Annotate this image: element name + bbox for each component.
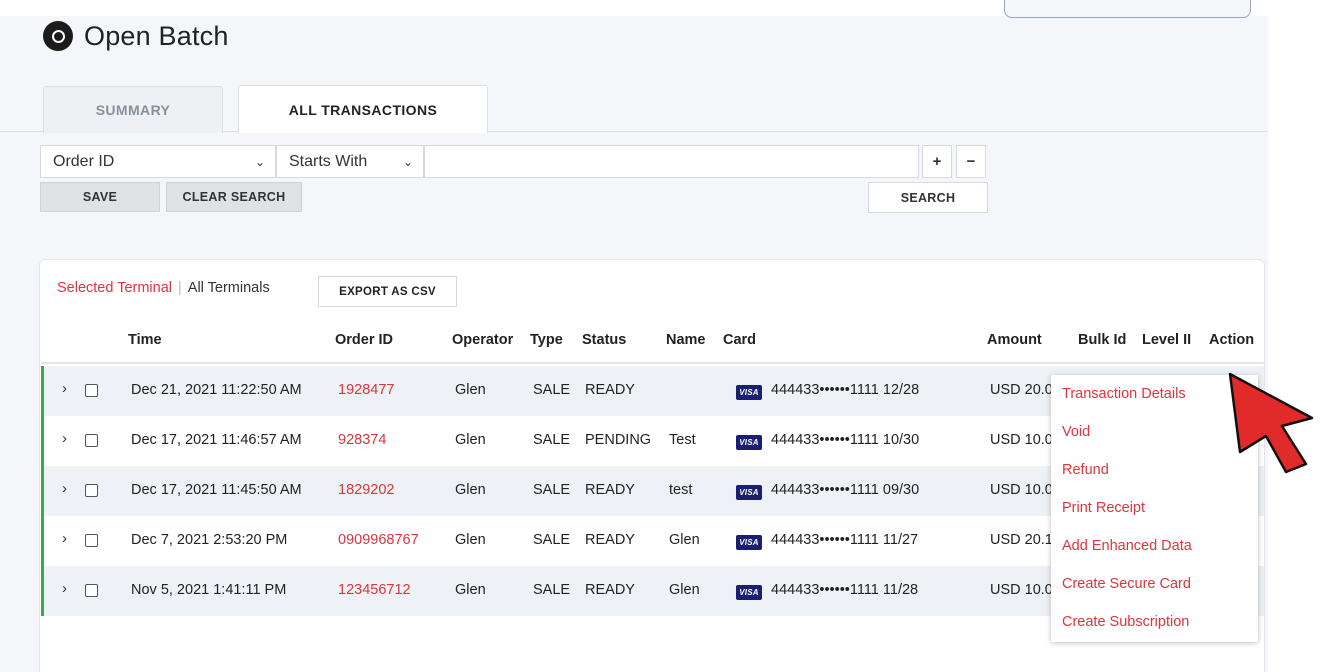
page-header: Open Batch (43, 18, 229, 54)
cell-card: 444433••••••1111 09/30 (771, 482, 920, 498)
cell-type: SALE (533, 532, 571, 548)
visa-card-icon: VISA (736, 385, 762, 400)
cell-name: Glen (669, 532, 700, 548)
export-csv-button[interactable]: EXPORT AS CSV (318, 276, 457, 307)
visa-card-icon: VISA (736, 535, 762, 550)
cell-status: READY (585, 582, 635, 598)
visa-card-icon: VISA (736, 435, 762, 450)
chevron-right-icon[interactable]: › (62, 580, 67, 597)
cell-type: SALE (533, 382, 571, 398)
chevron-right-icon[interactable]: › (62, 380, 67, 397)
column-header-type[interactable]: Type (530, 332, 563, 348)
column-header-action: Action (1209, 332, 1255, 348)
menu-item-transaction-details[interactable]: Transaction Details (1062, 386, 1186, 402)
chevron-right-icon[interactable]: › (62, 480, 67, 497)
filter-field-select[interactable]: Order ID ⌄ (40, 145, 276, 178)
column-header-level-ii[interactable]: Level II (1142, 332, 1192, 348)
cell-time: Nov 5, 2021 1:41:11 PM (131, 582, 287, 598)
cell-card: 444433••••••1111 12/28 (771, 382, 920, 398)
menu-item-create-subscription[interactable]: Create Subscription (1062, 614, 1190, 630)
row-checkbox[interactable] (85, 484, 98, 497)
cell-operator: Glen (455, 532, 486, 548)
terminal-separator: | (178, 280, 182, 296)
cell-operator: Glen (455, 582, 486, 598)
chevron-right-icon[interactable]: › (62, 530, 67, 547)
chevron-down-icon: ⌄ (402, 155, 413, 169)
cell-order-id[interactable]: 928374 (338, 432, 387, 448)
cell-type: SALE (533, 482, 571, 498)
remove-filter-button[interactable]: − (956, 145, 986, 178)
cell-amount: USD 10.0 (990, 582, 1053, 598)
cell-name: Glen (669, 582, 700, 598)
terminal-switch: Selected Terminal | All Terminals (57, 280, 270, 296)
column-header-status[interactable]: Status (582, 332, 627, 348)
page-title: Open Batch (84, 20, 229, 51)
column-header-amount[interactable]: Amount (987, 332, 1042, 348)
column-header-card[interactable]: Card (723, 332, 757, 348)
menu-item-void[interactable]: Void (1062, 424, 1091, 440)
cell-status: PENDING (585, 432, 652, 448)
cell-status: READY (585, 532, 635, 548)
action-menu: Transaction Details Void Refund Print Re… (1051, 375, 1258, 642)
cell-amount: USD 20.1 (990, 532, 1053, 548)
cell-operator: Glen (455, 432, 486, 448)
tab-all-transactions[interactable]: ALL TRANSACTIONS (238, 85, 488, 133)
visa-card-icon: VISA (736, 585, 762, 600)
cell-card: 444433••••••1111 11/27 (771, 532, 919, 548)
clear-search-button[interactable]: CLEAR SEARCH (166, 182, 302, 212)
row-checkbox[interactable] (85, 434, 98, 447)
cell-status: READY (585, 382, 635, 398)
filter-field-value: Order ID (53, 152, 115, 170)
search-button[interactable]: SEARCH (868, 182, 988, 213)
column-header-bulk-id[interactable]: Bulk Id (1078, 332, 1127, 348)
row-checkbox[interactable] (85, 384, 98, 397)
cell-card: 444433••••••1111 10/30 (771, 432, 920, 448)
row-checkbox[interactable] (85, 584, 98, 597)
menu-item-add-enhanced-data[interactable]: Add Enhanced Data (1062, 538, 1192, 554)
visa-card-icon: VISA (736, 485, 762, 500)
mouse-pointer-icon (1228, 372, 1314, 474)
menu-item-create-secure-card[interactable]: Create Secure Card (1062, 576, 1191, 592)
cell-card: 444433••••••1111 11/28 (771, 582, 919, 598)
menu-item-print-receipt[interactable]: Print Receipt (1062, 500, 1146, 516)
cell-amount: USD 20.0 (990, 382, 1053, 398)
tab-summary[interactable]: SUMMARY (43, 86, 223, 133)
filter-value-input[interactable] (424, 145, 919, 178)
cell-time: Dec 17, 2021 11:46:57 AM (131, 432, 302, 448)
cell-time: Dec 17, 2021 11:45:50 AM (131, 482, 302, 498)
column-header-name[interactable]: Name (666, 332, 706, 348)
cell-time: Dec 21, 2021 11:22:50 AM (131, 382, 302, 398)
all-terminals-link[interactable]: All Terminals (187, 280, 270, 296)
cell-time: Dec 7, 2021 2:53:20 PM (131, 532, 288, 548)
selected-terminal-link[interactable]: Selected Terminal (57, 280, 172, 296)
top-right-control[interactable] (1004, 0, 1251, 18)
cell-amount: USD 10.0 (990, 432, 1053, 448)
table-header-rule (41, 362, 1264, 364)
add-filter-button[interactable]: + (922, 145, 952, 178)
cell-name: Test (669, 432, 696, 448)
column-header-order-id[interactable]: Order ID (335, 332, 394, 348)
filter-operator-value: Starts With (289, 152, 368, 170)
menu-item-refund[interactable]: Refund (1062, 462, 1109, 478)
cell-operator: Glen (455, 482, 486, 498)
open-batch-icon (43, 21, 73, 51)
row-checkbox[interactable] (85, 534, 98, 547)
column-header-operator[interactable]: Operator (452, 332, 514, 348)
cell-order-id[interactable]: 1829202 (338, 482, 395, 498)
chevron-down-icon: ⌄ (254, 155, 265, 169)
cell-order-id[interactable]: 123456712 (338, 582, 411, 598)
tabs-divider (0, 131, 1268, 132)
filter-operator-select[interactable]: Starts With ⌄ (276, 145, 424, 178)
save-button[interactable]: SAVE (40, 182, 160, 212)
column-header-time[interactable]: Time (128, 332, 162, 348)
cell-status: READY (585, 482, 635, 498)
cell-amount: USD 10.0 (990, 482, 1053, 498)
cell-type: SALE (533, 432, 571, 448)
cell-name: test (669, 482, 693, 498)
cell-order-id[interactable]: 0909968767 (338, 532, 419, 548)
cell-order-id[interactable]: 1928477 (338, 382, 395, 398)
cell-operator: Glen (455, 382, 486, 398)
cell-type: SALE (533, 582, 571, 598)
chevron-right-icon[interactable]: › (62, 430, 67, 447)
